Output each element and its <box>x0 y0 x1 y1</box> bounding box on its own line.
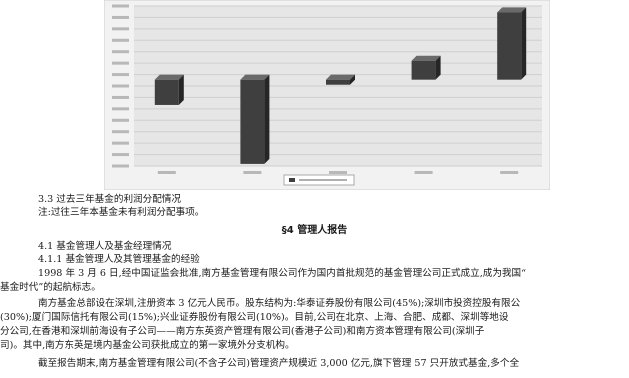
bar-side <box>521 7 527 80</box>
legend-swatch <box>289 178 295 182</box>
y-tick-label <box>112 118 129 122</box>
y-tick-label <box>112 4 129 8</box>
legend-label-blur <box>299 179 347 181</box>
bar-side <box>435 55 441 80</box>
section-4-1-1-title: 4.1.1 基金管理人及其管理基金的经验 <box>38 254 200 265</box>
bar-side <box>264 74 270 164</box>
x-tick-label <box>329 171 347 174</box>
paragraph-3-line-1: 截至报告期末,南方基金管理有限公司(不含子公司)管理资产规模近 3,000 亿元… <box>38 358 520 369</box>
bar-side <box>178 74 184 105</box>
y-tick-label <box>112 50 129 54</box>
x-tick-label <box>414 171 433 174</box>
profit-bar-chart <box>104 0 550 190</box>
y-tick-label <box>112 141 129 145</box>
y-tick-label <box>112 73 129 77</box>
bar-top <box>240 74 270 80</box>
section-3-3-title: 3.3 过去三年基金的利润分配情况 <box>38 194 182 205</box>
chart-svg <box>104 0 550 190</box>
x-tick-label <box>157 171 176 174</box>
bar-top <box>411 55 441 61</box>
paragraph-2-line-4: 司)。其中,南方东英是境内基金公司获批成立的第一家境外分支机构。 <box>0 340 295 351</box>
y-tick-label <box>112 153 129 157</box>
y-tick-label <box>112 130 129 134</box>
bar-side <box>350 74 355 85</box>
y-tick-label <box>112 38 129 42</box>
bar <box>154 79 179 105</box>
bar-top <box>497 7 527 13</box>
section-3-3-note: 注:过往三年本基金未有利润分配事项。 <box>38 207 205 218</box>
y-tick-label <box>112 107 129 111</box>
chart-legend <box>283 174 355 186</box>
paragraph-2-line-1: 南方基金总部设在深圳,注册资本 3 亿元人民币。股东结构为:华泰证券股份有限公司… <box>38 298 521 309</box>
paragraph-2-line-3: 分公司,在香港和深圳前海设有子公司——南方东英资产管理有限公司(香港子公司)和南… <box>0 326 485 337</box>
bar <box>240 79 265 164</box>
section-4-1-title: 4.1 基金管理人及基金经理情况 <box>38 241 172 252</box>
y-tick-label <box>112 95 129 99</box>
y-tick-label <box>112 27 129 31</box>
bar-top <box>154 74 184 80</box>
x-tick-label <box>500 171 519 174</box>
y-tick-label <box>112 61 129 65</box>
paragraph-2-line-2: (30%);厦门国际信托有限公司(15%);兴业证券股份有限公司(10%)。目前… <box>0 312 509 323</box>
bar-top <box>326 74 355 80</box>
bar <box>411 60 436 80</box>
x-tick-label <box>243 171 262 174</box>
bar <box>326 79 350 85</box>
paragraph-1-line-1: 1998 年 3 月 6 日,经中国证监会批准,南方基金管理有限公司作为国内首批… <box>38 268 527 279</box>
y-tick-label <box>112 15 129 19</box>
paragraph-1-line-2: 基金时代”的起航标志。 <box>0 282 101 293</box>
y-tick-label <box>112 84 129 88</box>
y-tick-label <box>112 164 129 168</box>
bar <box>497 12 522 80</box>
section-4-title: §4 管理人报告 <box>281 225 348 236</box>
